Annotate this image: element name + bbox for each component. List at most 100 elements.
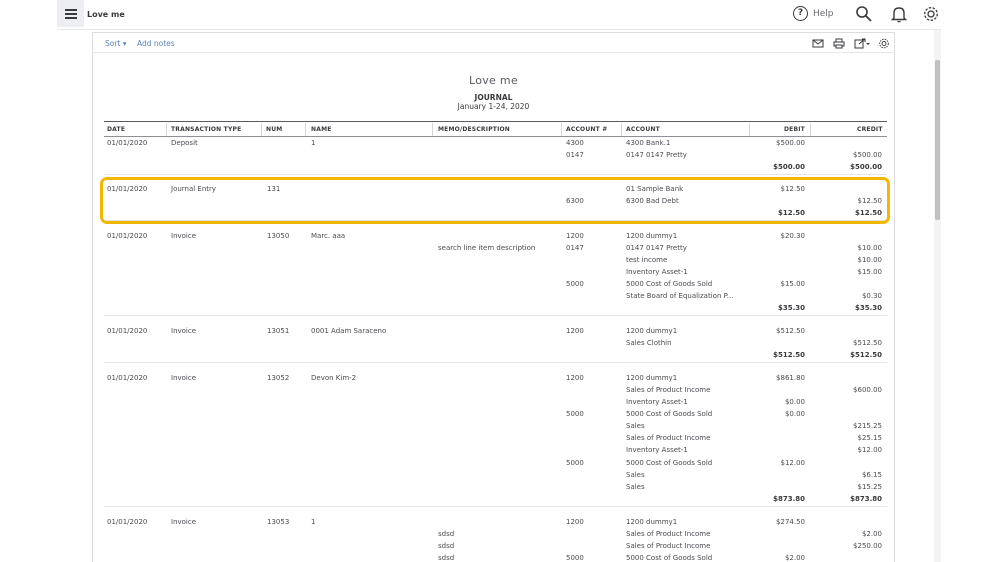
cell-credit[interactable]: $35.30 bbox=[854, 304, 882, 312]
settings-icon[interactable] bbox=[878, 38, 890, 49]
cell-debit[interactable]: $512.50 bbox=[776, 327, 805, 335]
cell-credit[interactable]: $10.00 bbox=[857, 244, 883, 252]
cell-credit[interactable]: $10.00 bbox=[857, 256, 883, 264]
report-panel: Sort ▾ Add notes Love me JOURNAL January… bbox=[92, 32, 895, 562]
cell-account: 6300 Bad Debt bbox=[626, 197, 679, 205]
column-divider[interactable] bbox=[305, 123, 306, 136]
cell-name: 1 bbox=[311, 139, 316, 147]
cell-num[interactable]: 13053 bbox=[267, 518, 290, 526]
cell-name: 1 bbox=[311, 518, 316, 526]
bell-icon[interactable] bbox=[890, 5, 908, 23]
company-name: Love me bbox=[87, 10, 125, 19]
cell-credit[interactable]: $250.00 bbox=[853, 542, 882, 550]
cell-account-number: 5000 bbox=[566, 459, 584, 467]
cell-account: Inventory Asset-1 bbox=[626, 398, 688, 406]
cell-transaction-type: Invoice bbox=[171, 374, 197, 382]
print-icon[interactable] bbox=[833, 38, 845, 49]
column-header-memo[interactable]: MEMO/DESCRIPTION bbox=[438, 126, 511, 133]
cell-debit[interactable]: $35.30 bbox=[777, 304, 805, 312]
cell-credit[interactable]: $0.30 bbox=[861, 292, 882, 300]
cell-transaction-type: Invoice bbox=[171, 518, 197, 526]
column-header-debit[interactable]: DEBIT bbox=[784, 126, 805, 133]
hamburger-menu-icon[interactable] bbox=[57, 0, 84, 27]
column-header-num[interactable]: NUM bbox=[266, 126, 283, 133]
gear-icon[interactable] bbox=[922, 5, 940, 23]
page-scrollbar[interactable] bbox=[934, 30, 941, 562]
column-header-credit[interactable]: CREDIT bbox=[857, 126, 883, 133]
column-header-account-number[interactable]: ACCOUNT # bbox=[566, 126, 608, 133]
help-button[interactable]: ? Help bbox=[793, 6, 834, 21]
cell-num[interactable]: 13051 bbox=[267, 327, 290, 335]
cell-credit[interactable]: $6.15 bbox=[861, 471, 882, 479]
cell-credit[interactable]: $512.50 bbox=[853, 339, 882, 347]
cell-transaction-type: Journal Entry bbox=[171, 185, 217, 193]
cell-credit[interactable]: $2.00 bbox=[861, 530, 882, 538]
top-bar: Love me ? Help bbox=[57, 0, 941, 30]
cell-debit[interactable]: $0.00 bbox=[784, 398, 805, 406]
cell-credit[interactable]: $873.80 bbox=[850, 495, 882, 503]
row-separator bbox=[104, 362, 887, 363]
cell-name: Marc. aaa bbox=[311, 232, 346, 240]
column-header-transaction-type[interactable]: TRANSACTION TYPE bbox=[171, 126, 242, 133]
email-icon[interactable] bbox=[812, 38, 824, 49]
cell-account-number: 1200 bbox=[566, 518, 584, 526]
column-divider[interactable] bbox=[166, 123, 167, 136]
column-divider[interactable] bbox=[261, 123, 262, 136]
column-divider[interactable] bbox=[432, 123, 433, 136]
cell-debit[interactable]: $873.80 bbox=[773, 495, 805, 503]
cell-credit[interactable]: $12.50 bbox=[854, 209, 882, 217]
column-header-name[interactable]: NAME bbox=[311, 126, 332, 133]
export-icon[interactable] bbox=[854, 38, 870, 49]
cell-account: 0147 0147 Pretty bbox=[626, 151, 687, 159]
cell-debit[interactable]: $12.00 bbox=[780, 459, 806, 467]
cell-account: Inventory Asset-1 bbox=[626, 446, 688, 454]
cell-debit[interactable]: $861.80 bbox=[776, 374, 805, 382]
cell-credit[interactable]: $12.50 bbox=[857, 197, 883, 205]
column-divider[interactable] bbox=[810, 123, 811, 136]
column-header-account[interactable]: ACCOUNT bbox=[626, 126, 660, 133]
cell-account: Sales of Product Income bbox=[626, 530, 711, 538]
cell-debit[interactable]: $0.00 bbox=[784, 410, 805, 418]
help-label: Help bbox=[813, 8, 834, 19]
cell-debit[interactable]: $500.00 bbox=[776, 139, 805, 147]
cell-debit[interactable]: $2.00 bbox=[784, 554, 805, 562]
cell-account: 5000 Cost of Goods Sold bbox=[626, 280, 713, 288]
cell-memo: search line item description bbox=[438, 244, 536, 252]
cell-account: 0147 0147 Pretty bbox=[626, 244, 687, 252]
cell-debit[interactable]: $12.50 bbox=[780, 185, 806, 193]
report-title: JOURNAL bbox=[474, 93, 513, 102]
sort-dropdown[interactable]: Sort ▾ bbox=[105, 39, 127, 48]
column-divider[interactable] bbox=[621, 123, 622, 136]
scrollbar-thumb[interactable] bbox=[935, 60, 940, 220]
row-separator bbox=[104, 506, 887, 507]
cell-credit[interactable]: $500.00 bbox=[853, 151, 882, 159]
row-separator bbox=[104, 174, 887, 175]
cell-credit[interactable]: $600.00 bbox=[853, 386, 882, 394]
cell-credit[interactable]: $215.25 bbox=[853, 422, 882, 430]
cell-debit[interactable]: $512.50 bbox=[773, 351, 805, 359]
cell-debit[interactable]: $500.00 bbox=[773, 163, 805, 171]
cell-credit[interactable]: $15.00 bbox=[857, 268, 883, 276]
cell-num[interactable]: 131 bbox=[267, 185, 281, 193]
add-notes-link[interactable]: Add notes bbox=[137, 39, 175, 48]
search-icon[interactable] bbox=[855, 5, 873, 23]
cell-debit[interactable]: $15.00 bbox=[780, 280, 806, 288]
cell-account-number: 5000 bbox=[566, 410, 584, 418]
cell-credit[interactable]: $500.00 bbox=[850, 163, 882, 171]
cell-credit[interactable]: $12.00 bbox=[857, 446, 883, 454]
cell-credit[interactable]: $25.15 bbox=[857, 434, 883, 442]
column-divider[interactable] bbox=[749, 123, 750, 136]
report-toolbar: Sort ▾ Add notes bbox=[93, 33, 894, 53]
cell-name: Devon Kim-2 bbox=[311, 374, 357, 382]
cell-num[interactable]: 13050 bbox=[267, 232, 290, 240]
cell-credit[interactable]: $512.50 bbox=[850, 351, 882, 359]
cell-transaction-type: Invoice bbox=[171, 327, 197, 335]
cell-debit[interactable]: $20.30 bbox=[780, 232, 806, 240]
cell-num[interactable]: 13052 bbox=[267, 374, 290, 382]
cell-account-number: 1200 bbox=[566, 374, 584, 382]
column-divider[interactable] bbox=[561, 123, 562, 136]
column-header-date[interactable]: DATE bbox=[107, 126, 126, 133]
cell-debit[interactable]: $274.50 bbox=[776, 518, 805, 526]
cell-debit[interactable]: $12.50 bbox=[777, 209, 805, 217]
cell-credit[interactable]: $15.25 bbox=[857, 483, 883, 491]
